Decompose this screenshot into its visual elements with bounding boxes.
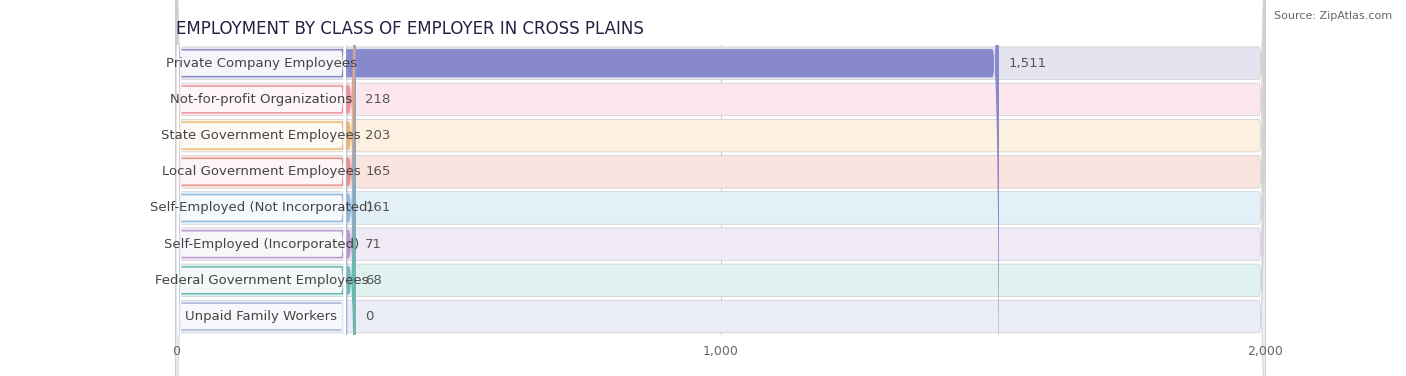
FancyBboxPatch shape <box>176 0 356 376</box>
FancyBboxPatch shape <box>177 0 346 376</box>
FancyBboxPatch shape <box>176 0 1265 376</box>
FancyBboxPatch shape <box>176 0 1265 376</box>
Text: EMPLOYMENT BY CLASS OF EMPLOYER IN CROSS PLAINS: EMPLOYMENT BY CLASS OF EMPLOYER IN CROSS… <box>176 20 644 38</box>
FancyBboxPatch shape <box>176 0 356 376</box>
FancyBboxPatch shape <box>176 0 1265 376</box>
FancyBboxPatch shape <box>177 0 346 376</box>
FancyBboxPatch shape <box>176 0 347 376</box>
FancyBboxPatch shape <box>176 0 1265 376</box>
FancyBboxPatch shape <box>176 0 1000 376</box>
FancyBboxPatch shape <box>177 0 346 376</box>
FancyBboxPatch shape <box>176 0 356 376</box>
Text: Private Company Employees: Private Company Employees <box>166 57 357 70</box>
Text: Unpaid Family Workers: Unpaid Family Workers <box>186 310 337 323</box>
FancyBboxPatch shape <box>177 25 346 376</box>
FancyBboxPatch shape <box>176 0 1265 376</box>
Text: Self-Employed (Not Incorporated): Self-Employed (Not Incorporated) <box>150 202 373 214</box>
Text: State Government Employees: State Government Employees <box>162 129 361 142</box>
FancyBboxPatch shape <box>177 0 346 376</box>
FancyBboxPatch shape <box>176 0 356 376</box>
FancyBboxPatch shape <box>177 0 346 376</box>
Text: 68: 68 <box>366 274 382 287</box>
Text: 203: 203 <box>366 129 391 142</box>
Text: 165: 165 <box>366 165 391 178</box>
Text: 0: 0 <box>366 310 374 323</box>
FancyBboxPatch shape <box>176 0 1265 376</box>
Text: 1,511: 1,511 <box>1008 57 1047 70</box>
Text: Source: ZipAtlas.com: Source: ZipAtlas.com <box>1274 11 1392 21</box>
Text: 161: 161 <box>366 202 391 214</box>
Text: 218: 218 <box>366 93 391 106</box>
Text: Federal Government Employees: Federal Government Employees <box>155 274 368 287</box>
FancyBboxPatch shape <box>176 0 356 376</box>
FancyBboxPatch shape <box>177 0 346 355</box>
Text: 71: 71 <box>366 238 382 251</box>
Text: Not-for-profit Organizations: Not-for-profit Organizations <box>170 93 353 106</box>
FancyBboxPatch shape <box>177 0 346 376</box>
Text: Local Government Employees: Local Government Employees <box>162 165 361 178</box>
FancyBboxPatch shape <box>176 0 1265 376</box>
Text: Self-Employed (Incorporated): Self-Employed (Incorporated) <box>163 238 359 251</box>
FancyBboxPatch shape <box>176 0 356 376</box>
FancyBboxPatch shape <box>176 0 1265 376</box>
